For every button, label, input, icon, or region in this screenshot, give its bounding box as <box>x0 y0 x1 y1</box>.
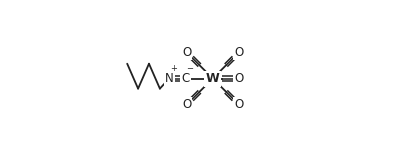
Text: O: O <box>234 46 243 59</box>
Text: O: O <box>234 72 244 85</box>
Text: −: − <box>187 64 193 73</box>
Text: O: O <box>182 98 192 111</box>
Text: O: O <box>234 98 243 111</box>
Text: W: W <box>206 72 220 85</box>
Text: C: C <box>181 72 190 85</box>
Text: O: O <box>182 46 192 59</box>
Text: +: + <box>170 64 177 73</box>
Text: N: N <box>165 72 173 85</box>
